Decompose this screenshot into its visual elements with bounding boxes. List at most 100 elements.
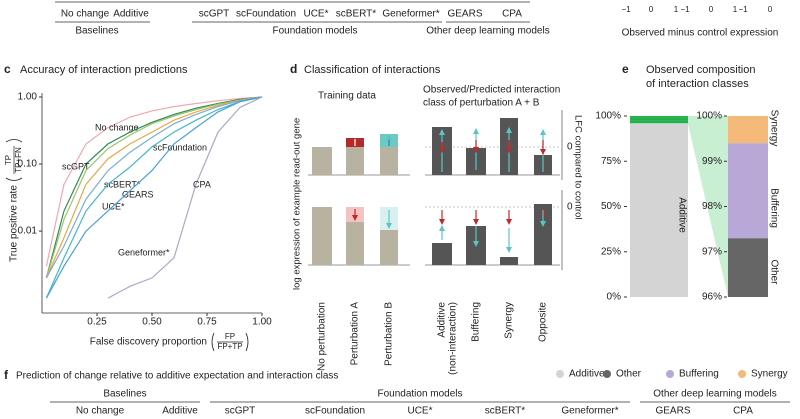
bracket (5, 139, 23, 143)
scatter-tick-label: 1 (674, 5, 679, 14)
group-label: Other deep learning models (653, 389, 776, 400)
group-label: Other deep learning models (426, 26, 549, 37)
segment-label: Other (768, 259, 779, 285)
series-line (45, 96, 263, 299)
panel-title: Accuracy of interaction predictions (20, 64, 188, 76)
method-label: GEARS (655, 406, 690, 417)
top-strip-lines (55, 1, 530, 23)
panel-title: Classification of interactions (304, 64, 441, 76)
y2-tick-label: 100% (696, 111, 722, 122)
method-label: scGPT (225, 406, 256, 417)
method-label: UCE* (303, 9, 328, 20)
method-label: Geneformer* (561, 406, 618, 417)
bracket (245, 332, 249, 352)
bar-segment (728, 143, 768, 239)
fraction-den: TP+FN (14, 147, 23, 173)
legend-marker (603, 370, 611, 378)
legend-label: Buffering (679, 369, 719, 380)
series-label: CPA (193, 179, 211, 189)
category-label: Additive (437, 302, 448, 338)
method-label: No change (61, 9, 110, 20)
panel-title: Prediction of change relative to additiv… (16, 371, 338, 382)
x-axis-label: False discovery proportion (90, 337, 207, 348)
category-label: Perturbation B (384, 302, 395, 366)
y2-tick-label: 97% (702, 246, 722, 257)
series-label: No change (95, 122, 139, 132)
panel-letter: d (290, 62, 297, 76)
method-label: CPA (733, 406, 753, 417)
method-label: Geneformer* (382, 9, 439, 20)
panel-letter: c (4, 62, 11, 76)
scatter-tick-label: −1 (738, 5, 748, 14)
group-label: Baselines (75, 26, 118, 37)
panel-d-schematic (308, 110, 563, 270)
segment-label: Synergy (768, 110, 779, 147)
bar-segment (630, 120, 688, 124)
x-tick-label: 0.75 (197, 317, 217, 328)
subtitle: Training data (318, 91, 376, 102)
y-tick-label: 50% (601, 201, 621, 212)
category-label: (non-interaction) (448, 302, 459, 375)
category-label: No perturbation (317, 302, 328, 371)
legend-marker (666, 370, 674, 378)
method-label: Additive (113, 9, 149, 20)
subtitle: class of perturbation A + B (423, 98, 540, 109)
bar-segment (630, 117, 688, 121)
series-label: scGPT (62, 161, 90, 171)
legend-label: Synergy (751, 369, 788, 380)
fraction-num: FP (225, 332, 235, 341)
x-tick-label: 0.50 (142, 317, 162, 328)
y-axis-label: True positive rate (9, 185, 20, 262)
scatter-tick-label: −1 (621, 5, 631, 14)
series-line (45, 96, 263, 279)
method-label: scBERT* (485, 406, 525, 417)
series-label: GEARS (122, 189, 154, 199)
scatter-tick-label: 1 (733, 5, 738, 14)
method-label: No change (76, 406, 125, 417)
x-tick-label: 0.25 (87, 317, 107, 328)
method-label: CPA (502, 9, 522, 20)
y2-tick-label: 98% (702, 201, 722, 212)
legend-marker (738, 370, 746, 378)
method-label: scFoundation (236, 9, 296, 20)
y-tick-label: 0.01 (18, 226, 38, 237)
y-tick-label: 100% (595, 111, 621, 122)
y2-tick-label: 96% (702, 292, 722, 303)
bracket (5, 177, 23, 181)
method-label: UCE* (407, 406, 432, 417)
fraction-den: FP+TP (217, 342, 242, 351)
legend-label: Other (616, 369, 642, 380)
scatter-tick-label: −1 (680, 5, 690, 14)
subtitle: Observed/Predicted interaction (423, 85, 560, 96)
panel-title: of interaction classes (646, 78, 749, 90)
legend-label: Additive (569, 369, 605, 380)
tick-label: 0 (567, 142, 573, 153)
y2-axis-label: LFC compared to control (572, 115, 583, 220)
bar-segment (630, 123, 688, 298)
group-label: Foundation models (272, 26, 357, 37)
group-label: Foundation models (377, 389, 462, 400)
category-label: Synergy (504, 302, 515, 339)
series-line (45, 96, 263, 267)
category-label: Perturbation A (350, 302, 361, 366)
fraction-num: TP (4, 155, 13, 165)
y-axis-label: log expression of example read-out gene (292, 118, 303, 290)
series-line (107, 96, 263, 299)
series-line (45, 96, 263, 279)
method-label: scBERT* (336, 9, 376, 20)
segment-label: Additive (676, 197, 687, 233)
panel-title: Observed composition (646, 64, 755, 76)
bar-segment (728, 116, 768, 144)
y-tick-label: 1.00 (18, 92, 38, 103)
category-label: Opposite (538, 302, 549, 342)
method-label: GEARS (447, 9, 482, 20)
series-label: Geneformer* (118, 247, 170, 257)
panel-letter: e (622, 62, 629, 76)
y-fraction: TP TP+FN (4, 139, 23, 181)
method-label: Additive (162, 406, 198, 417)
panel-letter: f (4, 368, 9, 382)
zoom-wedge (688, 116, 728, 297)
series-label: scFoundation (153, 142, 207, 152)
segment-label: Buffering (768, 188, 779, 228)
